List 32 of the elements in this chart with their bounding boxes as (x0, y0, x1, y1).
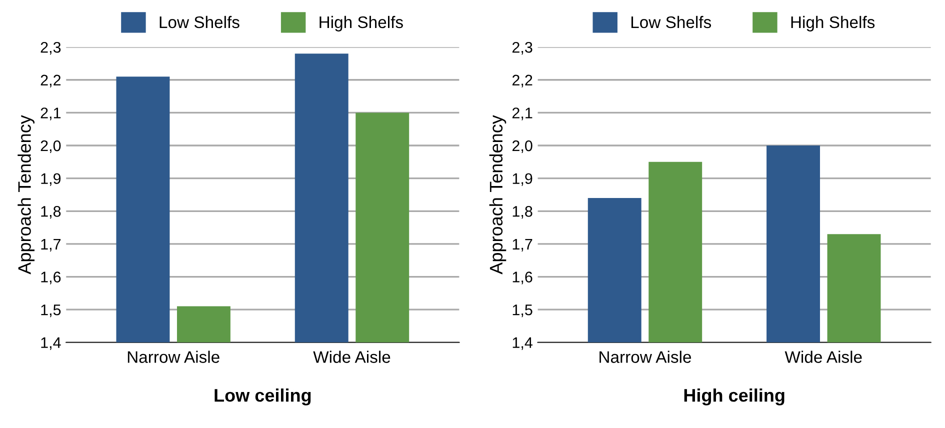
y-tick-label: 1,7 (41, 238, 61, 252)
y-tick-label: 1,8 (41, 206, 61, 219)
legend-label: High Shelfs (320, 16, 403, 32)
y-tick-label: 1,6 (512, 272, 532, 284)
y-tick-label: 1,6 (41, 272, 61, 284)
y-tick-label: 1,7 (512, 238, 532, 252)
y-tick-label: 1,5 (512, 304, 532, 318)
x-tick-label: Narrow Aisle (128, 350, 220, 363)
y-axis-title: Approach Tendency (18, 115, 34, 274)
y-tick-label: 2,3 (40, 42, 61, 55)
y-tick-label: 2,0 (40, 140, 61, 154)
y-tick-label: 1,9 (41, 173, 61, 186)
x-tick-label: Narrow Aisle (600, 350, 692, 363)
legend-label: Low Shelfs (160, 16, 240, 28)
y-tick-label: 2,0 (512, 140, 532, 154)
y-tick-label: 2,2 (512, 74, 532, 88)
x-axis-title: Low ceiling (214, 388, 311, 406)
y-tick-label: 1,8 (512, 206, 532, 219)
x-axis-title: High ceiling (684, 388, 784, 406)
y-tick-label: 1,4 (41, 337, 61, 350)
x-tick-label: Wide Aisle (313, 350, 390, 363)
y-tick-label: 1,4 (512, 337, 532, 350)
y-tick-label: 2,3 (512, 42, 532, 55)
y-axis-title: Approach Tendency (489, 115, 506, 274)
y-tick-label: 2,2 (40, 74, 61, 88)
y-tick-label: 2,1 (40, 108, 61, 120)
legend-label: Low Shelfs (631, 16, 712, 28)
y-tick-label: 1,5 (41, 304, 61, 318)
y-tick-label: 2,1 (512, 108, 532, 120)
x-tick-label: Wide Aisle (784, 350, 862, 363)
legend-label: High Shelfs (791, 16, 875, 32)
y-tick-label: 1,9 (512, 173, 532, 186)
